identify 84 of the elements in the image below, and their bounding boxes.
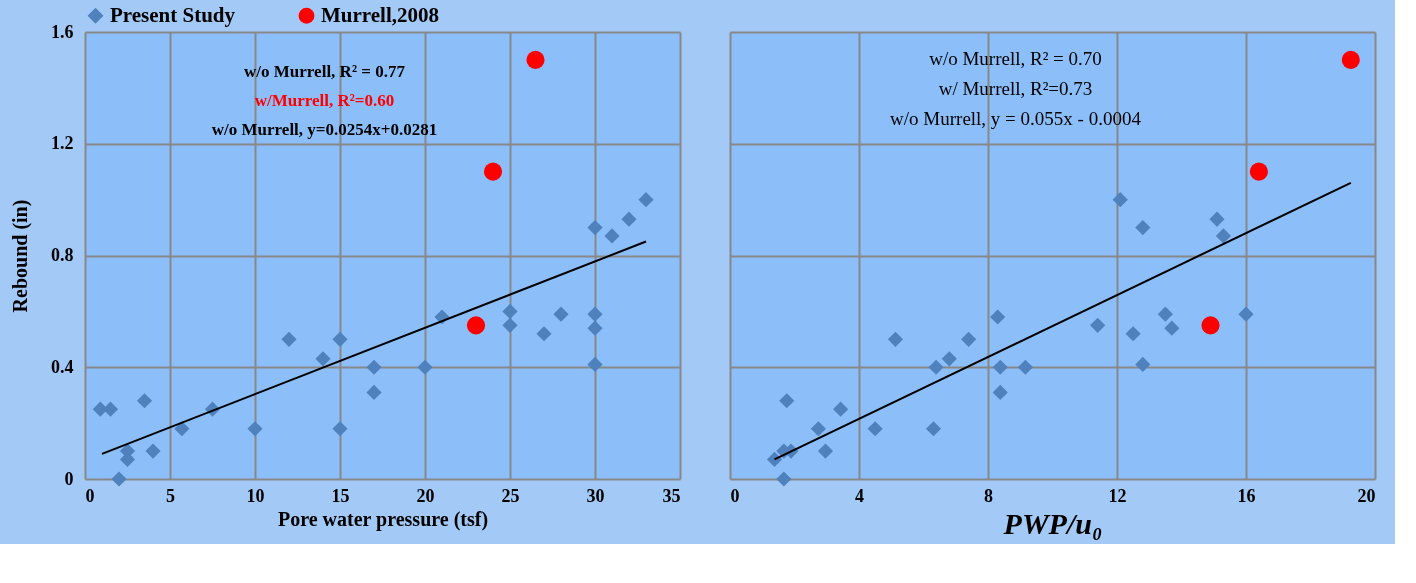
point <box>587 356 603 373</box>
legend-label: Present Study <box>110 2 236 27</box>
y-tick-label: 0.4 <box>51 356 74 377</box>
point <box>941 351 957 367</box>
point <box>247 421 263 437</box>
point <box>1125 326 1141 342</box>
annotation: w/o Murrell, R² = 0.77 <box>244 61 406 81</box>
point <box>145 443 161 459</box>
point <box>1157 306 1173 322</box>
annotation: w/ Murrell, R²=0.73 <box>938 78 1093 99</box>
point <box>1249 162 1268 181</box>
x-tick-label: 25 <box>501 485 520 506</box>
point <box>136 393 153 409</box>
point <box>1112 192 1128 208</box>
x-axis-title: Pore water pressure (tsf) <box>277 507 489 531</box>
y-axis-title: Rebound (in) <box>9 199 32 313</box>
point <box>366 359 382 375</box>
annotation: w/o Murrell, y=0.0254x+0.0281 <box>211 119 438 139</box>
point <box>887 331 904 347</box>
point <box>928 359 944 375</box>
point <box>466 316 486 335</box>
point <box>1090 317 1106 333</box>
point <box>961 331 977 347</box>
annotation: w/Murrell, R²=0.60 <box>254 90 395 110</box>
x-tick-label: 4 <box>855 485 864 506</box>
point <box>332 421 348 437</box>
annotation: w/o Murrell, R² = 0.70 <box>929 48 1102 69</box>
point <box>587 219 603 236</box>
point <box>1135 356 1151 373</box>
x-tick-label: 30 <box>586 485 605 506</box>
point <box>366 384 382 400</box>
point <box>1209 211 1225 227</box>
point <box>1238 306 1254 322</box>
point <box>604 228 620 244</box>
x-tick-label: 12 <box>1108 485 1127 506</box>
point <box>1201 316 1220 335</box>
point <box>281 331 297 347</box>
y-tick-label: 1.2 <box>51 133 74 154</box>
point <box>111 471 127 487</box>
x-tick-label: 20 <box>1357 485 1376 506</box>
point <box>992 384 1008 400</box>
point <box>990 309 1006 325</box>
x-tick-label: 16 <box>1237 485 1256 506</box>
x-tick-label: 0 <box>85 485 95 506</box>
x-tick-label: 8 <box>984 485 993 506</box>
point <box>1164 320 1180 336</box>
y-tick-label: 1.6 <box>51 21 74 42</box>
point <box>1135 219 1151 236</box>
point <box>776 471 792 487</box>
point <box>1341 50 1360 69</box>
point <box>174 421 190 437</box>
x-tick-label: 20 <box>416 485 435 506</box>
y-tick-label: 0 <box>64 468 74 489</box>
point <box>332 331 348 347</box>
point <box>587 320 603 336</box>
point <box>526 50 545 69</box>
point <box>483 162 503 181</box>
point <box>502 317 518 333</box>
point <box>638 192 654 208</box>
point <box>833 401 849 417</box>
point <box>817 443 834 459</box>
x-tick-label: 15 <box>331 485 350 506</box>
point <box>867 421 883 437</box>
point <box>553 306 569 322</box>
point <box>621 211 637 227</box>
point <box>502 303 518 319</box>
legend-label: Murrell,2008 <box>321 2 440 27</box>
point <box>587 306 603 322</box>
point <box>536 326 552 342</box>
point <box>315 351 331 367</box>
point <box>779 393 795 409</box>
x-tick-label: 10 <box>246 485 265 506</box>
x-tick-label: 5 <box>166 485 175 506</box>
point <box>925 421 942 437</box>
x-tick-label: 0 <box>730 485 740 506</box>
x-axis-title: PWP/u₀ <box>1002 506 1103 540</box>
point <box>1215 228 1232 244</box>
point <box>417 359 433 375</box>
annotation: w/o Murrell, y = 0.055x - 0.0004 <box>890 108 1142 129</box>
x-tick-label: 35 <box>662 485 681 506</box>
point <box>1017 359 1033 375</box>
point <box>992 359 1008 375</box>
y-tick-label: 0.8 <box>51 245 74 265</box>
point <box>810 421 826 437</box>
